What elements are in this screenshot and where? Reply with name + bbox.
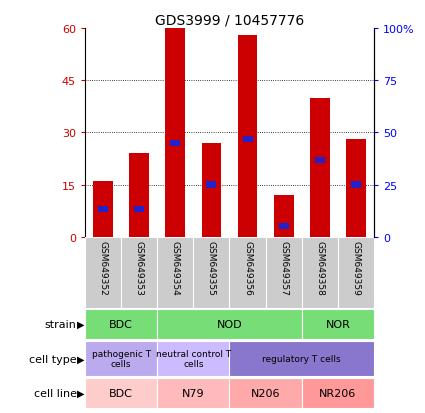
Text: pathogenic T
cells: pathogenic T cells bbox=[91, 349, 151, 368]
Bar bbox=[302, 237, 338, 309]
Text: BDC: BDC bbox=[109, 388, 133, 398]
Bar bbox=[165, 29, 185, 237]
Text: NOR: NOR bbox=[326, 319, 350, 329]
Bar bbox=[85, 379, 157, 408]
Bar bbox=[279, 223, 289, 230]
Bar bbox=[157, 237, 193, 309]
Text: GSM649354: GSM649354 bbox=[171, 241, 180, 295]
Title: GDS3999 / 10457776: GDS3999 / 10457776 bbox=[155, 14, 304, 28]
Bar bbox=[85, 341, 157, 377]
Bar bbox=[207, 182, 216, 188]
Bar bbox=[157, 379, 230, 408]
Bar bbox=[157, 310, 302, 339]
Bar bbox=[315, 158, 325, 164]
Bar bbox=[338, 237, 374, 309]
Text: GSM649352: GSM649352 bbox=[99, 241, 108, 295]
Bar bbox=[230, 237, 266, 309]
Bar bbox=[243, 137, 252, 143]
Bar bbox=[310, 98, 330, 237]
Bar bbox=[85, 237, 121, 309]
Text: GSM649357: GSM649357 bbox=[279, 241, 288, 295]
Text: N79: N79 bbox=[182, 388, 205, 398]
Bar bbox=[157, 341, 230, 377]
Bar bbox=[193, 237, 230, 309]
Bar bbox=[351, 182, 361, 188]
Text: BDC: BDC bbox=[109, 319, 133, 329]
Text: neutral control T
cells: neutral control T cells bbox=[156, 349, 231, 368]
Bar bbox=[170, 140, 180, 147]
Text: cell type: cell type bbox=[29, 354, 76, 364]
Bar bbox=[274, 195, 294, 237]
Text: NOD: NOD bbox=[217, 319, 242, 329]
Bar bbox=[85, 310, 157, 339]
Bar bbox=[302, 310, 374, 339]
Text: N206: N206 bbox=[251, 388, 280, 398]
Text: GSM649356: GSM649356 bbox=[243, 241, 252, 295]
Bar bbox=[129, 154, 149, 237]
Text: GSM649353: GSM649353 bbox=[135, 241, 144, 295]
Text: ▶: ▶ bbox=[77, 388, 85, 398]
Bar bbox=[98, 206, 108, 212]
Bar bbox=[238, 36, 258, 237]
Bar bbox=[134, 206, 144, 212]
Bar bbox=[93, 182, 113, 237]
Bar bbox=[302, 379, 374, 408]
Bar bbox=[201, 143, 221, 237]
Bar bbox=[266, 237, 302, 309]
Text: GSM649355: GSM649355 bbox=[207, 241, 216, 295]
Text: regulatory T cells: regulatory T cells bbox=[262, 354, 341, 363]
Text: GSM649358: GSM649358 bbox=[315, 241, 324, 295]
Text: GSM649359: GSM649359 bbox=[351, 241, 360, 295]
Text: NR206: NR206 bbox=[319, 388, 357, 398]
Bar bbox=[230, 379, 302, 408]
Text: ▶: ▶ bbox=[77, 319, 85, 329]
Text: cell line: cell line bbox=[34, 388, 76, 398]
Bar bbox=[121, 237, 157, 309]
Text: strain: strain bbox=[45, 319, 76, 329]
Bar bbox=[230, 341, 374, 377]
Bar bbox=[346, 140, 366, 237]
Text: ▶: ▶ bbox=[77, 354, 85, 364]
